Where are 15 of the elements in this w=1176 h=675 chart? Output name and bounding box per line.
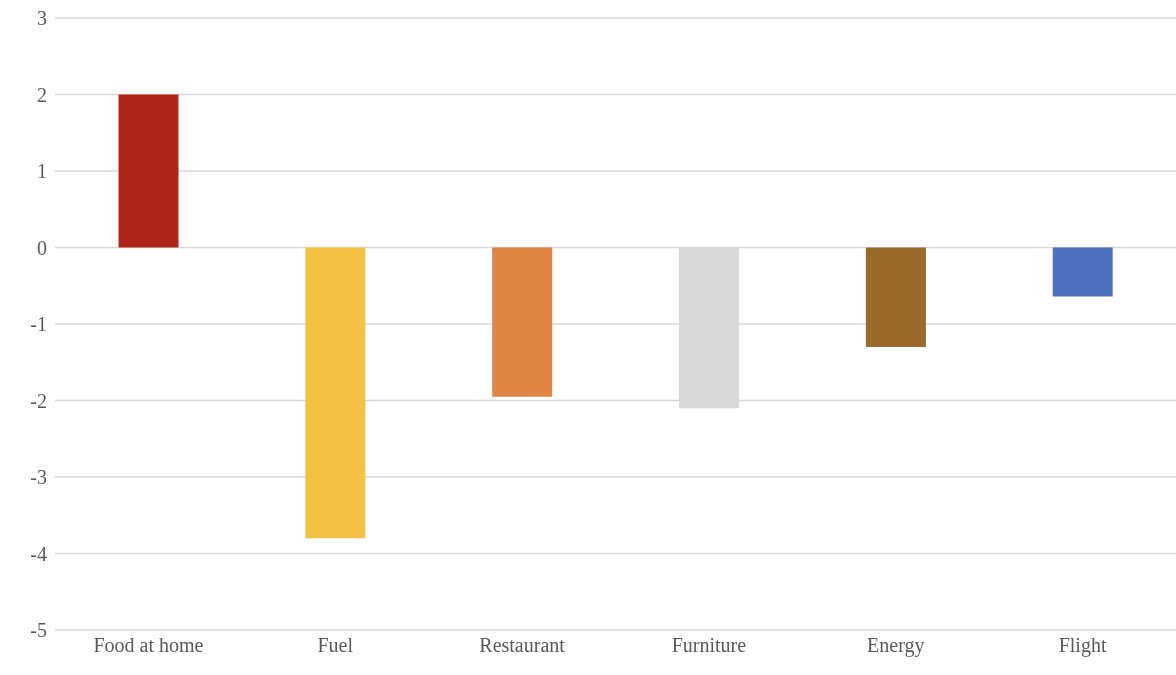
x-tick-label: Fuel (317, 634, 354, 657)
x-tick-label: Furniture (671, 634, 747, 657)
y-tick-label: -1 (30, 313, 47, 336)
y-tick-label: 1 (37, 160, 47, 183)
y-tick-label: -4 (30, 542, 47, 565)
x-tick-label: Restaurant (479, 634, 566, 657)
y-tick-label: 0 (37, 236, 47, 259)
x-tick-label: Food at home (93, 634, 204, 657)
y-tick-label: 2 (37, 83, 47, 106)
x-tick-label: Energy (867, 634, 925, 658)
y-tick-label: -5 (30, 619, 47, 642)
y-tick-label: -3 (30, 466, 47, 489)
x-tick-label: Flight (1058, 634, 1107, 658)
y-tick-label: 3 (37, 7, 47, 30)
y-tick-label: -2 (30, 389, 47, 412)
